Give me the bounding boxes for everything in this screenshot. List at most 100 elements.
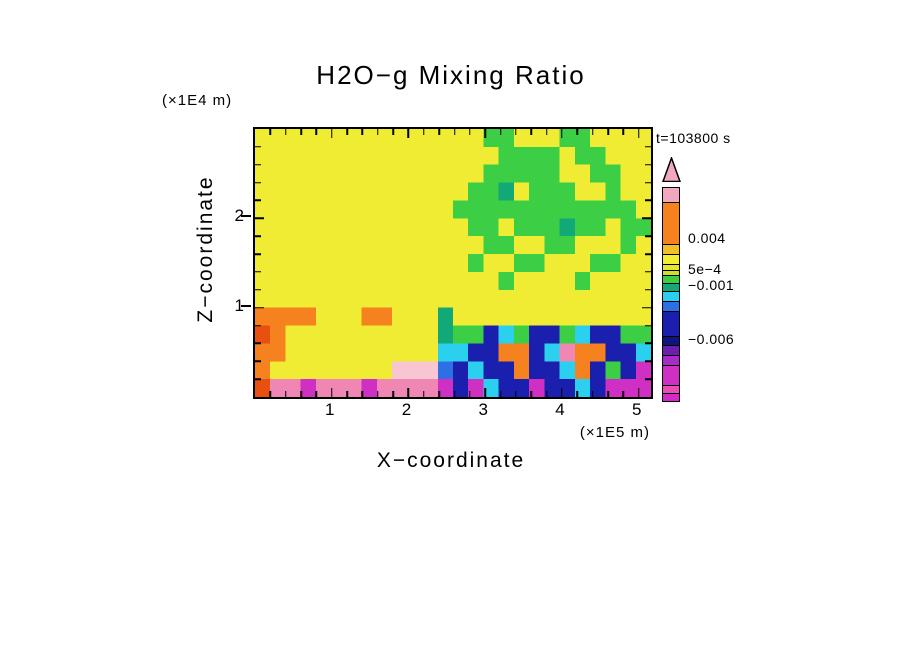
heatmap-cell — [559, 218, 576, 237]
x-minor-tick — [361, 391, 364, 397]
heatmap-cell — [590, 146, 606, 166]
heatmap-cell — [453, 200, 469, 219]
heatmap-cell — [376, 289, 393, 309]
heatmap-cell — [574, 325, 591, 344]
plot-area — [253, 127, 653, 399]
heatmap-cell — [392, 254, 408, 273]
heatmap-cell — [270, 254, 286, 273]
x-minor-tick — [499, 391, 502, 397]
heatmap-cell — [620, 379, 637, 397]
heatmap-cell — [361, 146, 378, 166]
heatmap-cell — [498, 254, 515, 273]
heatmap-cell — [437, 289, 454, 309]
x-minor-tick — [361, 129, 364, 135]
z-minor-tick — [255, 342, 261, 345]
heatmap-cell — [300, 146, 317, 166]
heatmap-cell — [255, 129, 271, 148]
colorbar-segment — [663, 345, 679, 355]
heatmap-cell — [315, 129, 332, 148]
heatmap-cell — [392, 182, 408, 202]
heatmap-cell — [255, 164, 271, 184]
heatmap-cell — [346, 361, 363, 380]
heatmap-cell — [605, 379, 621, 397]
heatmap-cell — [574, 289, 591, 309]
heatmap-cell — [285, 218, 302, 237]
x-major-tick — [330, 388, 333, 397]
heatmap-cell — [453, 343, 469, 362]
heatmap-cell — [529, 361, 545, 380]
heatmap-cell — [453, 289, 469, 309]
z-tick-label: 1 — [234, 295, 244, 315]
heatmap-cell — [376, 379, 393, 397]
heatmap-cell — [315, 200, 332, 219]
heatmap-cell — [529, 146, 545, 166]
x-tick-label: 4 — [555, 400, 565, 419]
heatmap-cell — [559, 164, 576, 184]
x-minor-tick — [377, 391, 379, 397]
heatmap-cell — [513, 325, 530, 344]
heatmap-cell — [468, 379, 484, 397]
heatmap-cell — [346, 379, 363, 397]
heatmap-cell — [285, 146, 302, 166]
heatmap-cell — [392, 379, 408, 397]
heatmap-cell — [300, 254, 317, 273]
heatmap-cell — [574, 200, 591, 219]
z-minor-tick — [255, 324, 261, 327]
heatmap-cell — [468, 361, 484, 380]
x-minor-tick — [453, 391, 456, 397]
heatmap-cell — [590, 129, 606, 148]
heatmap-cell — [453, 307, 469, 327]
heatmap-cell — [392, 361, 408, 380]
heatmap-cell — [422, 254, 439, 273]
heatmap-cell — [255, 182, 271, 202]
heatmap-cell — [498, 129, 515, 148]
heatmap-cell — [392, 307, 408, 327]
heatmap-cell — [300, 218, 317, 237]
heatmap-cell — [270, 271, 286, 291]
heatmap-cell — [620, 271, 637, 291]
heatmap-cell — [620, 254, 637, 273]
colorbar-value-label: −0.001 — [688, 277, 735, 293]
heatmap-cell — [635, 289, 651, 309]
heatmap-cell — [346, 129, 363, 148]
heatmap-cell — [270, 289, 286, 309]
z-minor-tick — [255, 163, 261, 166]
heatmap-cell — [453, 325, 469, 344]
heatmap-cell — [483, 236, 500, 255]
heatmap-cell — [544, 289, 561, 309]
heatmap-cell — [529, 271, 545, 291]
heatmap-cell — [346, 307, 363, 327]
heatmap-cell — [392, 146, 408, 166]
heatmap-cell — [635, 200, 651, 219]
heatmap-cell — [483, 218, 500, 237]
x-minor-tick — [300, 129, 302, 135]
heatmap-cell — [437, 361, 454, 380]
heatmap-cell — [605, 182, 621, 202]
heatmap-cell — [483, 271, 500, 291]
colorbar-segment — [663, 385, 679, 393]
z-minor-tick — [645, 289, 651, 291]
colorbar-segment — [663, 355, 679, 365]
heatmap-cell — [453, 182, 469, 202]
heatmap-cell — [300, 379, 317, 397]
heatmap-cell — [376, 325, 393, 344]
heatmap-cell — [483, 289, 500, 309]
heatmap-cell — [407, 361, 423, 380]
colorbar-segment — [663, 283, 679, 291]
heatmap-cell — [483, 379, 500, 397]
heatmap-cell — [315, 146, 332, 166]
heatmap-cell — [635, 254, 651, 273]
heatmap-cell — [407, 307, 423, 327]
heatmap-cell — [544, 218, 561, 237]
heatmap-cell — [331, 325, 347, 344]
heatmap-cell — [422, 129, 439, 148]
heatmap-cell — [376, 307, 393, 327]
z-minor-tick — [645, 360, 651, 363]
heatmap-cell — [422, 289, 439, 309]
heatmap-cell — [620, 200, 637, 219]
heatmap-cell — [255, 236, 271, 255]
heatmap-cell — [574, 182, 591, 202]
heatmap-cell — [361, 218, 378, 237]
heatmap-cell — [407, 271, 423, 291]
heatmap-cell — [270, 164, 286, 184]
